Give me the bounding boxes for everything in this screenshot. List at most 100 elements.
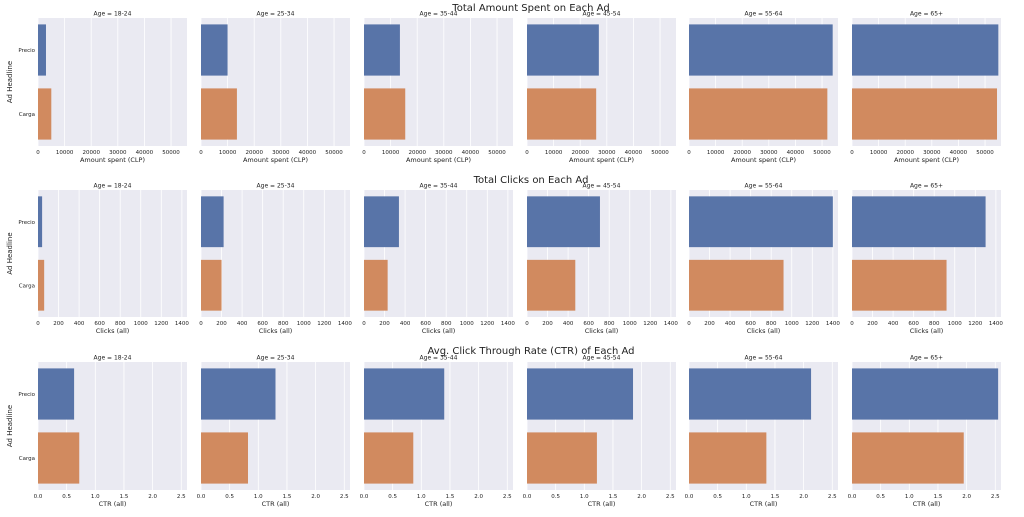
y-axis-label: Ad Headline xyxy=(6,405,14,447)
y-tick-label: Precio xyxy=(18,392,35,398)
x-tick-label: 800 xyxy=(115,321,126,327)
x-tick-label: 800 xyxy=(929,321,940,327)
panel-1: Age = 18-24 Precio Carga 0 200 400 600 800 1000 1… xyxy=(18,183,189,336)
bar-carga xyxy=(689,259,784,311)
panel-title: Age = 55-64 xyxy=(745,183,783,190)
bar-carga xyxy=(364,88,406,140)
x-tick-label: 10000 xyxy=(56,150,74,156)
bar-precio xyxy=(38,24,46,76)
x-tick-label: 50000 xyxy=(162,150,180,156)
panel-title: Age = 35-44 xyxy=(420,355,458,362)
x-tick-label: 2.0 xyxy=(799,494,808,500)
x-tick-label: 2.5 xyxy=(503,494,512,500)
panel-1: Age = 18-24 Precio Carga 0 10000 20000 30000 40… xyxy=(18,11,187,164)
x-tick-label: 2.5 xyxy=(991,494,1000,500)
bar-carga xyxy=(201,88,237,140)
bar-precio xyxy=(527,196,600,248)
panel-title: Age = 35-44 xyxy=(420,11,458,18)
x-tick-label: 10000 xyxy=(219,150,237,156)
bar-precio xyxy=(852,196,986,248)
x-axis-label: CTR (all) xyxy=(750,500,778,508)
x-tick-label: 30000 xyxy=(760,150,778,156)
x-axis-label: CTR (all) xyxy=(588,500,616,508)
bar-carga xyxy=(852,259,947,311)
panel-title: Age = 18-24 xyxy=(94,11,132,18)
x-tick-label: 0.5 xyxy=(551,494,560,500)
x-tick-label: 1.5 xyxy=(609,494,618,500)
x-axis-label: Amount spent (CLP) xyxy=(569,156,634,164)
panel-title: Age = 45-54 xyxy=(583,11,621,18)
panel-title: Age = 65+ xyxy=(910,355,943,362)
bar-carga xyxy=(852,432,964,484)
y-tick-label: Carga xyxy=(19,112,35,118)
x-tick-label: 1200 xyxy=(154,321,168,327)
panel-title: Age = 18-24 xyxy=(94,355,132,362)
chart-title: Total Clicks on Each Ad xyxy=(473,175,589,186)
x-tick-label: 30000 xyxy=(109,150,127,156)
x-tick-label: 2.0 xyxy=(148,494,157,500)
panel-6: Age = 65+ 0 200 400 600 800 1000 1200 1400 Clicks… xyxy=(850,183,1003,336)
panel-2: Age = 25-34 0 200 400 600 800 1000 1200 1400 Clic… xyxy=(199,183,352,336)
x-tick-label: 0 xyxy=(199,321,203,327)
x-tick-label: 1000 xyxy=(134,321,148,327)
bar-carga xyxy=(689,432,767,484)
bar-carga xyxy=(364,259,388,311)
x-tick-label: 50000 xyxy=(813,150,831,156)
bar-carga xyxy=(689,88,828,140)
x-axis-label: CTR (all) xyxy=(262,500,290,508)
x-tick-label: 20000 xyxy=(733,150,751,156)
x-axis-label: Amount spent (CLP) xyxy=(80,156,145,164)
x-tick-label: 1000 xyxy=(948,321,962,327)
x-axis-label: CTR (all) xyxy=(99,500,127,508)
x-tick-label: 40000 xyxy=(625,150,643,156)
x-tick-label: 0 xyxy=(850,150,854,156)
x-tick-label: 400 xyxy=(725,321,736,327)
x-axis-label: Amount spent (CLP) xyxy=(406,156,471,164)
x-axis-label: CTR (all) xyxy=(425,500,453,508)
panel-title: Age = 55-64 xyxy=(745,355,783,362)
bar-precio xyxy=(527,368,634,420)
x-tick-label: 0 xyxy=(36,321,40,327)
panel-5: Age = 55-64 0 10000 20000 30000 40000 50000 Amo… xyxy=(687,11,838,164)
x-tick-label: 0 xyxy=(199,150,203,156)
x-tick-label: 10000 xyxy=(545,150,563,156)
x-tick-label: 1.0 xyxy=(905,494,914,500)
panel-title: Age = 45-54 xyxy=(583,183,621,190)
x-tick-label: 400 xyxy=(74,321,85,327)
x-axis-label: Clicks (all) xyxy=(747,327,781,335)
panel-title: Age = 65+ xyxy=(910,11,943,18)
panel-background xyxy=(201,190,350,317)
x-axis-label: Clicks (all) xyxy=(96,327,130,335)
x-tick-label: 0 xyxy=(362,321,366,327)
x-tick-label: 0.0 xyxy=(523,494,532,500)
x-tick-label: 0.0 xyxy=(197,494,206,500)
x-tick-label: 10000 xyxy=(707,150,725,156)
x-tick-label: 40000 xyxy=(136,150,154,156)
x-tick-label: 600 xyxy=(583,321,594,327)
x-tick-label: 200 xyxy=(216,321,227,327)
x-tick-label: 0.5 xyxy=(876,494,885,500)
x-tick-label: 200 xyxy=(379,321,390,327)
x-tick-label: 600 xyxy=(257,321,268,327)
y-tick-label: Precio xyxy=(18,48,35,54)
x-tick-label: 0.5 xyxy=(713,494,722,500)
x-tick-label: 800 xyxy=(441,321,452,327)
x-axis-label: Clicks (all) xyxy=(259,327,293,335)
x-tick-label: 1200 xyxy=(643,321,657,327)
panel-title: Age = 45-54 xyxy=(583,355,621,362)
x-tick-label: 200 xyxy=(867,321,878,327)
x-tick-label: 1400 xyxy=(989,321,1003,327)
bar-precio xyxy=(852,368,999,420)
panel-title: Age = 18-24 xyxy=(94,183,132,190)
x-tick-label: 600 xyxy=(908,321,919,327)
panel-3: Age = 35-44 0 10000 20000 30000 40000 50000 Amo… xyxy=(362,11,513,164)
x-tick-label: 600 xyxy=(745,321,756,327)
y-tick-label: Carga xyxy=(19,456,35,462)
x-tick-label: 0.0 xyxy=(34,494,43,500)
x-tick-label: 600 xyxy=(420,321,431,327)
x-tick-label: 0.0 xyxy=(360,494,369,500)
panel-5: Age = 55-64 0 200 400 600 800 1000 1200 1400 Clic… xyxy=(687,183,840,336)
x-tick-label: 1400 xyxy=(501,321,515,327)
x-tick-label: 1400 xyxy=(175,321,189,327)
x-tick-label: 50000 xyxy=(325,150,343,156)
